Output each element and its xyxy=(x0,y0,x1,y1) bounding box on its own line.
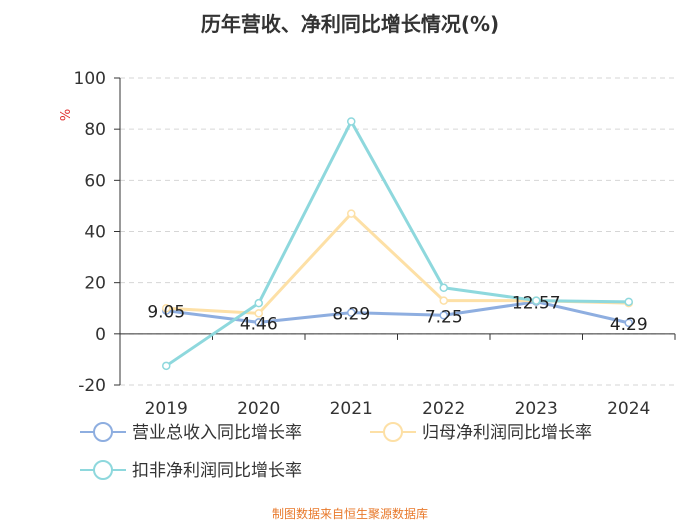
data-point xyxy=(254,318,263,327)
y-tick-label: 20 xyxy=(84,274,106,294)
source-note: 制图数据来自恒生聚源数据库 xyxy=(271,507,428,521)
data-point xyxy=(624,297,633,307)
data-point xyxy=(162,361,171,371)
x-tick-label: 2019 xyxy=(145,399,188,419)
data-point xyxy=(347,117,356,126)
data-point xyxy=(624,318,633,328)
x-tick-label: 2021 xyxy=(330,399,373,419)
y-tick-label: 80 xyxy=(84,120,106,140)
y-tick-label: 40 xyxy=(84,223,106,243)
y-tick-label: 100 xyxy=(74,69,106,89)
series-line-1 xyxy=(166,300,630,325)
x-tick-label: 2020 xyxy=(237,399,280,419)
data-point xyxy=(162,304,171,313)
x-tick-label: 2023 xyxy=(515,399,558,419)
legend-label: 归母净利润同比增长率 xyxy=(422,423,592,443)
data-point xyxy=(254,309,263,318)
legend-label: 营业总收入同比增长率 xyxy=(132,423,302,443)
data-point xyxy=(439,311,448,320)
data-point xyxy=(347,308,356,317)
data-label: 7.25 xyxy=(425,307,463,327)
legend-label: 扣非净利润同比增长率 xyxy=(132,461,302,481)
legend-swatch-marker xyxy=(383,422,403,442)
data-label: 4.29 xyxy=(610,315,648,335)
data-point xyxy=(532,296,541,305)
series-line-3 xyxy=(165,119,629,368)
y-tick-label: 0 xyxy=(95,325,106,345)
y-tick-label: 60 xyxy=(84,171,106,191)
data-label: 12.57 xyxy=(512,294,561,314)
data-point xyxy=(254,298,263,308)
legend-swatch-marker xyxy=(93,422,113,442)
data-point xyxy=(439,296,448,305)
y-axis-label: % xyxy=(59,109,74,121)
data-label: 8.29 xyxy=(332,305,370,325)
data-point xyxy=(439,283,448,293)
data-point xyxy=(347,209,356,218)
data-label: 9.05 xyxy=(147,303,185,323)
x-tick-label: 2024 xyxy=(607,399,650,419)
y-tick-label: -20 xyxy=(78,376,106,396)
chart-title: 历年营收、净利同比增长情况(%) xyxy=(200,12,500,36)
legend-swatch-marker xyxy=(93,460,113,480)
data-label: 4.46 xyxy=(240,314,278,334)
x-tick-label: 2022 xyxy=(422,399,465,419)
